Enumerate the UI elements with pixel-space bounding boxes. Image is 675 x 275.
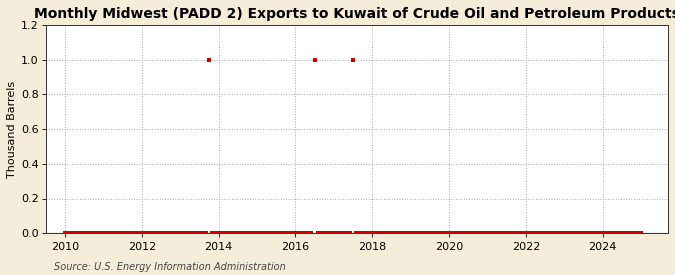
- Y-axis label: Thousand Barrels: Thousand Barrels: [7, 81, 17, 178]
- Title: Monthly Midwest (PADD 2) Exports to Kuwait of Crude Oil and Petroleum Products: Monthly Midwest (PADD 2) Exports to Kuwa…: [34, 7, 675, 21]
- Text: Source: U.S. Energy Information Administration: Source: U.S. Energy Information Administ…: [54, 262, 286, 272]
